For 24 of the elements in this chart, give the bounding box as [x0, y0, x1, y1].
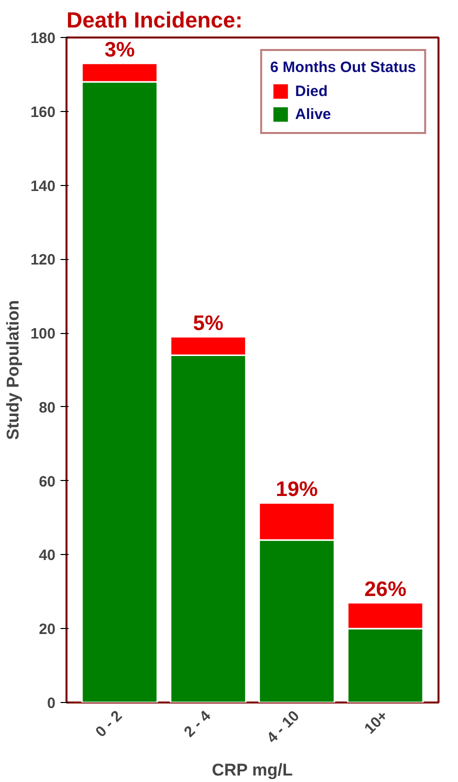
legend-label: Alive	[295, 106, 332, 122]
annotation: 3%	[104, 38, 136, 62]
chart-title: Death Incidence:	[66, 8, 243, 32]
y-tick-label: 100	[30, 326, 56, 343]
x-tick-label: 2 - 4	[180, 707, 215, 741]
legend-label: Died	[295, 82, 328, 100]
y-tick-label: 160	[30, 104, 56, 121]
y-tick-label: 140	[30, 178, 56, 195]
y-tick-label: 60	[38, 473, 56, 490]
annotation: 26%	[364, 578, 407, 601]
x-tick-label: 4 - 10	[264, 707, 303, 747]
annotation: 5%	[193, 312, 224, 335]
y-tick-label: 0	[47, 695, 56, 712]
y-axis-title: Study Population	[3, 300, 22, 440]
x-axis-title: CRP mg/L	[212, 760, 293, 780]
x-tick-label: 10+	[361, 707, 392, 738]
y-tick-label: 40	[38, 547, 56, 564]
y-tick-label: 180	[30, 30, 56, 47]
legend-title: 6 Months Out Status	[270, 59, 416, 76]
x-tick-label: 0 - 2	[92, 707, 126, 741]
y-tick-label: 20	[38, 621, 56, 638]
annotation: 19%	[276, 478, 318, 501]
y-tick-label: 80	[38, 399, 56, 416]
y-tick-label: 120	[30, 252, 56, 269]
